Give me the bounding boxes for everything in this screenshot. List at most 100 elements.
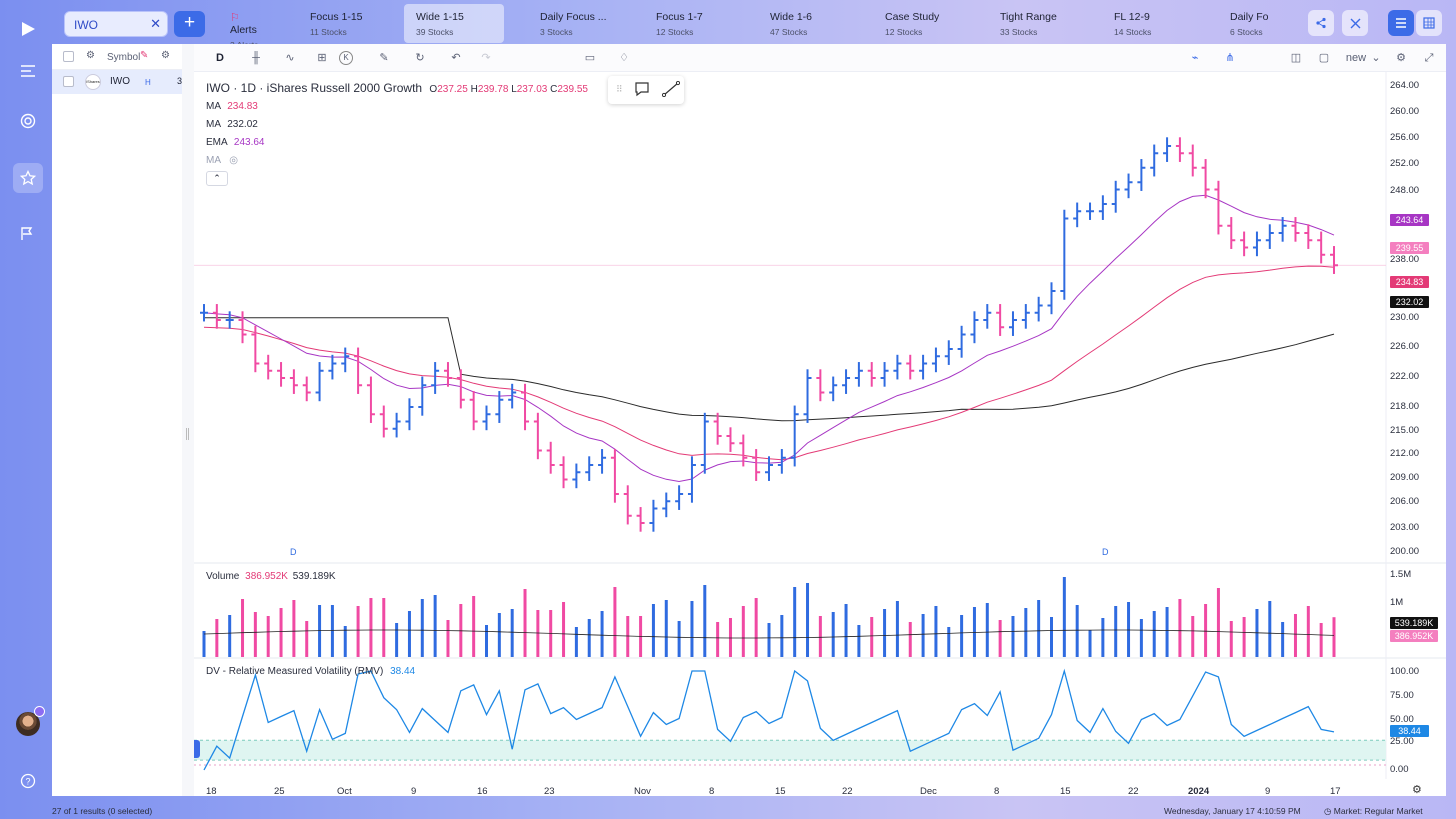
volume-bar xyxy=(241,599,245,657)
indicators-icon[interactable]: ∿ xyxy=(285,52,295,64)
price-axis-label: 226.00 xyxy=(1390,341,1420,352)
layouts-icon[interactable]: ⊞ xyxy=(317,52,327,64)
volume-bar xyxy=(215,619,219,657)
list-view-icon[interactable] xyxy=(1388,10,1414,36)
target-icon[interactable] xyxy=(13,106,43,136)
column-symbol-header[interactable]: Symbol xyxy=(107,52,141,63)
chevron-down-icon[interactable]: ⌄ xyxy=(1371,52,1381,64)
time-axis-label: 23 xyxy=(544,786,555,797)
watchlist-tab[interactable]: Case Study 12 Stocks xyxy=(873,4,973,43)
symbol-search-input[interactable]: IWO ✕ xyxy=(64,11,168,37)
chart-style-icon[interactable]: ⌁ xyxy=(1191,52,1199,64)
legend-ema[interactable]: EMA 243.64 xyxy=(206,137,265,148)
watchlist-tab[interactable]: ⚐ Alerts3 Alerts xyxy=(218,4,288,50)
watchlist-tab[interactable]: Wide 1-15 39 Stocks xyxy=(404,4,504,43)
volume-bar xyxy=(883,609,887,657)
ishares-logo: iShares xyxy=(85,74,101,90)
alert-bell-icon[interactable]: ♢ xyxy=(619,52,629,64)
add-button[interactable]: + xyxy=(174,11,205,37)
price-chart[interactable] xyxy=(194,44,1446,796)
menu-icon[interactable] xyxy=(13,56,43,86)
tab-count: 12 Stocks xyxy=(885,27,923,37)
rmv-line-series xyxy=(203,668,1335,771)
volume-bar xyxy=(1229,621,1233,657)
watchlist-tab[interactable]: FL 12-9 14 Stocks xyxy=(1102,4,1202,43)
volume-bar xyxy=(1050,617,1053,657)
settings-icon[interactable]: ⚙ xyxy=(86,50,95,61)
watchlist-tab[interactable]: Daily Fo 6 Stocks xyxy=(1218,4,1298,43)
legend-ma1[interactable]: MA 234.83 xyxy=(206,101,258,112)
x-social-icon[interactable] xyxy=(1342,10,1368,36)
volume-bar xyxy=(330,605,334,657)
k-icon[interactable]: K xyxy=(339,51,353,65)
trendline-icon[interactable] xyxy=(661,80,681,100)
volume-avg-tag: 539.189K xyxy=(1390,617,1438,629)
bar-type-icon[interactable]: ╫ xyxy=(252,52,260,64)
time-axis-label: 9 xyxy=(411,786,417,797)
price-axis-label: 212.00 xyxy=(1390,448,1420,459)
expand-panel-handle[interactable] xyxy=(194,740,200,758)
axis-settings-icon[interactable]: ⚙ xyxy=(1412,784,1422,796)
volume-bar xyxy=(831,612,835,657)
legend-ma2[interactable]: MA 232.02 xyxy=(206,119,258,130)
share-icon[interactable] xyxy=(1308,10,1334,36)
folder-icon[interactable]: ▢ xyxy=(1318,52,1330,64)
star-icon[interactable] xyxy=(13,163,43,193)
volume-bar xyxy=(895,601,899,657)
left-rail: ? xyxy=(0,0,52,819)
volume-bar xyxy=(266,616,270,657)
eye-off-icon[interactable]: ◎ xyxy=(229,155,238,166)
volume-bar xyxy=(1075,605,1079,657)
close-icon[interactable]: ✕ xyxy=(150,16,161,31)
layout-name[interactable]: new xyxy=(1345,52,1367,64)
time-axis-label: 15 xyxy=(1060,786,1071,797)
settings-gear-icon[interactable]: ⚙ xyxy=(1396,52,1406,64)
select-all-checkbox[interactable] xyxy=(63,51,74,62)
draw-icon[interactable]: ✎ xyxy=(379,52,389,64)
collapse-legend-button[interactable]: ⌃ xyxy=(206,171,228,186)
price-axis-label: 215.00 xyxy=(1390,425,1420,436)
help-icon[interactable]: ? xyxy=(13,766,43,796)
pin-icon[interactable]: ✎ xyxy=(140,50,149,61)
low-label: L xyxy=(511,84,517,95)
fullscreen-icon[interactable]: ⤢ xyxy=(1424,52,1434,64)
undo-icon[interactable]: ↶ xyxy=(451,52,461,64)
watchlist-tab[interactable]: Focus 1-15 11 Stocks xyxy=(298,4,388,43)
volume-bar xyxy=(1037,600,1041,657)
panel-splitter[interactable] xyxy=(182,44,194,796)
rmv-legend[interactable]: DV - Relative Measured Volatility (RMV) … xyxy=(206,666,415,677)
compare-icon[interactable]: ⋔ xyxy=(1225,52,1235,64)
interval-selector[interactable]: D xyxy=(216,52,224,64)
watchlist-tab[interactable]: Wide 1-6 47 Stocks xyxy=(758,4,858,43)
volume-legend[interactable]: Volume 386.952K 539.189K xyxy=(206,571,336,582)
gear-icon[interactable]: ⚙ xyxy=(161,50,170,61)
volume-bar xyxy=(1127,602,1131,657)
calendar-icon[interactable]: ▭ xyxy=(584,52,596,64)
volume-bar xyxy=(1191,616,1195,657)
volume-bar xyxy=(1152,611,1156,657)
tab-name: Case Study xyxy=(885,11,940,23)
flag-scan-icon[interactable] xyxy=(13,219,43,249)
row-checkbox[interactable] xyxy=(63,76,74,87)
watchlist-tab[interactable]: Tight Range 33 Stocks xyxy=(988,4,1088,43)
play-logo-icon[interactable] xyxy=(13,14,43,44)
tab-name: Focus 1-15 xyxy=(310,11,363,23)
list-item[interactable]: iShares IWO H 3 xyxy=(52,70,182,94)
redo-icon[interactable]: ↷ xyxy=(481,52,491,64)
watchlist-tab[interactable]: Daily Focus ... 3 Stocks xyxy=(528,4,628,43)
legend-title: IWO · 1D · iShares Russell 2000 Growth xyxy=(206,81,423,95)
drag-handle-icon[interactable]: ⠿ xyxy=(616,84,623,94)
volume-bar xyxy=(998,620,1002,657)
volume-bar xyxy=(1242,617,1246,657)
comment-icon[interactable] xyxy=(634,81,650,100)
watchlist-tab[interactable]: Focus 1-7 12 Stocks xyxy=(644,4,744,43)
tab-name: Tight Range xyxy=(1000,11,1057,23)
svg-text:?: ? xyxy=(25,777,30,787)
legend-ma-hidden[interactable]: MA ◎ xyxy=(206,155,238,166)
refresh-icon[interactable]: ↻ xyxy=(415,52,425,64)
grid-view-icon[interactable] xyxy=(1416,10,1442,36)
panel-layout-icon[interactable]: ◫ xyxy=(1290,52,1302,64)
volume-bar xyxy=(253,612,257,657)
volume-bar xyxy=(485,625,488,657)
chart-toolbar: D ╫ ∿ ⊞ K ✎ ↻ ↶ ↷ ▭ ♢ ⌁ ⋔ ◫ ▢ new ⌄ ⚙ ⤢ xyxy=(194,44,1446,72)
